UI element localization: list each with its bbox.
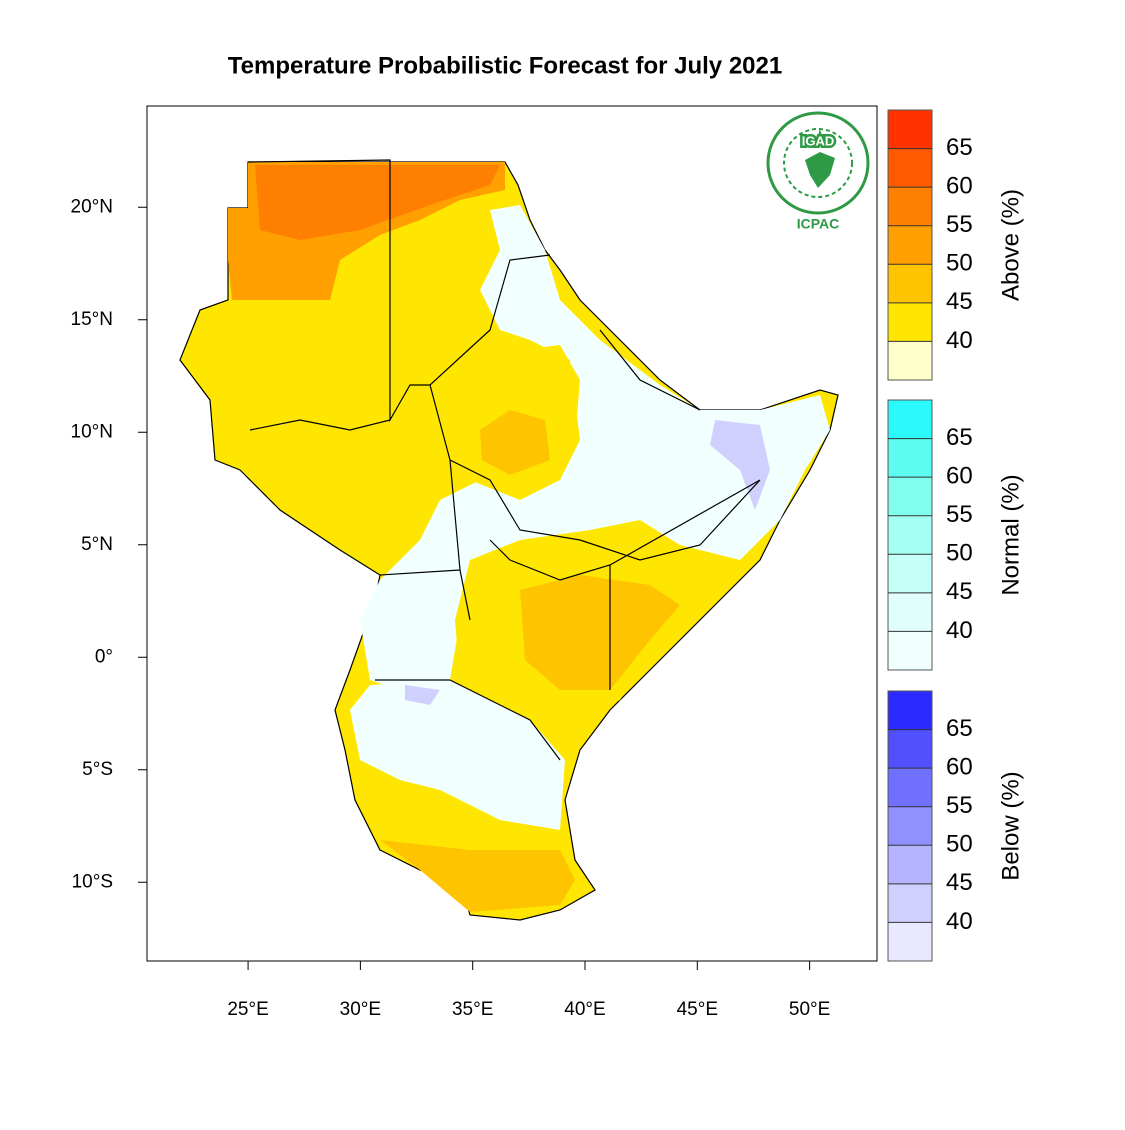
colorbar-label: 55 xyxy=(946,792,973,819)
colorbar-title: Above (%) xyxy=(997,189,1024,301)
colorbar-box xyxy=(888,110,932,149)
colorbar-label: 50 xyxy=(946,250,973,277)
colorbar-label: 55 xyxy=(946,501,973,528)
y-tick-label: 15°N xyxy=(71,309,113,330)
colorbar-label: 40 xyxy=(946,327,973,354)
above-45-south xyxy=(380,840,575,912)
y-tick-label: 10°S xyxy=(72,871,113,892)
colorbar-box xyxy=(888,148,932,188)
colorbar-box xyxy=(888,264,932,303)
below-45 xyxy=(710,420,770,510)
colorbar-box xyxy=(888,631,932,670)
colorbar-box xyxy=(888,400,932,439)
colorbar-box xyxy=(888,883,932,923)
logo-subtitle: ICPAC xyxy=(797,216,840,232)
colorbar-box xyxy=(888,922,932,961)
colorbar-box xyxy=(888,225,932,265)
logo: IGAD ICPAC xyxy=(766,111,870,232)
below-45-lake xyxy=(405,685,440,705)
x-tick-label: 45°E xyxy=(677,999,718,1020)
land xyxy=(179,159,839,921)
colorbar-frame xyxy=(887,690,933,962)
colorbar-box xyxy=(888,477,932,516)
colorbar-label: 65 xyxy=(946,134,973,161)
borders xyxy=(247,159,761,761)
colorbar-box xyxy=(888,806,932,846)
y-tick-label: 20°N xyxy=(71,196,113,217)
logo-name: IGAD xyxy=(802,133,835,148)
colorbar-frame xyxy=(887,399,933,671)
colorbar-label: 65 xyxy=(946,715,973,742)
colorbar-box xyxy=(888,341,932,380)
colorbar-label: 45 xyxy=(946,578,973,605)
colorbar-box xyxy=(888,729,932,769)
above-60 xyxy=(255,165,500,240)
colorbar-title: Normal (%) xyxy=(997,474,1024,595)
y-tick-label: 5°S xyxy=(82,759,113,780)
colorbar-box xyxy=(888,554,932,593)
x-tick-label: 25°E xyxy=(227,999,268,1020)
colorbar-box xyxy=(888,515,932,555)
colorbar-box xyxy=(888,845,932,884)
y-tick-label: 10°N xyxy=(71,421,113,442)
y-tick-label: 5°N xyxy=(81,534,113,555)
x-tick-label: 30°E xyxy=(340,999,381,1020)
colorbar-box xyxy=(888,691,932,730)
colorbar-label: 45 xyxy=(946,288,973,315)
colorbar-label: 50 xyxy=(946,831,973,858)
colorbar-title: Below (%) xyxy=(997,771,1024,880)
normal-40-south xyxy=(350,680,565,830)
logo-wreath xyxy=(783,128,853,198)
colorbar-box xyxy=(888,187,932,226)
logo-africa xyxy=(805,152,835,188)
colorbar-box xyxy=(888,592,932,632)
colorbar-label: 55 xyxy=(946,211,973,238)
above-45 xyxy=(480,410,550,475)
y-tick-label: 0° xyxy=(95,646,113,667)
x-tick-label: 35°E xyxy=(452,999,493,1020)
above-45-east xyxy=(520,575,680,690)
colorbar-frame xyxy=(887,109,933,381)
colorbar-label: 45 xyxy=(946,869,973,896)
colorbar-box xyxy=(888,768,932,807)
colorbar-label: 65 xyxy=(946,424,973,451)
normal-40 xyxy=(360,205,830,690)
colorbar-label: 60 xyxy=(946,753,973,780)
colorbar-label: 60 xyxy=(946,172,973,199)
map-title: Temperature Probabilistic Forecast for J… xyxy=(228,52,782,79)
colorbar-box xyxy=(888,438,932,478)
colorbar-box xyxy=(888,302,932,342)
colorbar-label: 50 xyxy=(946,540,973,567)
colorbar-label: 40 xyxy=(946,617,973,644)
x-tick-label: 50°E xyxy=(789,999,830,1020)
colorbar-label: 60 xyxy=(946,462,973,489)
colorbar-label: 40 xyxy=(946,908,973,935)
x-tick-label: 40°E xyxy=(564,999,605,1020)
